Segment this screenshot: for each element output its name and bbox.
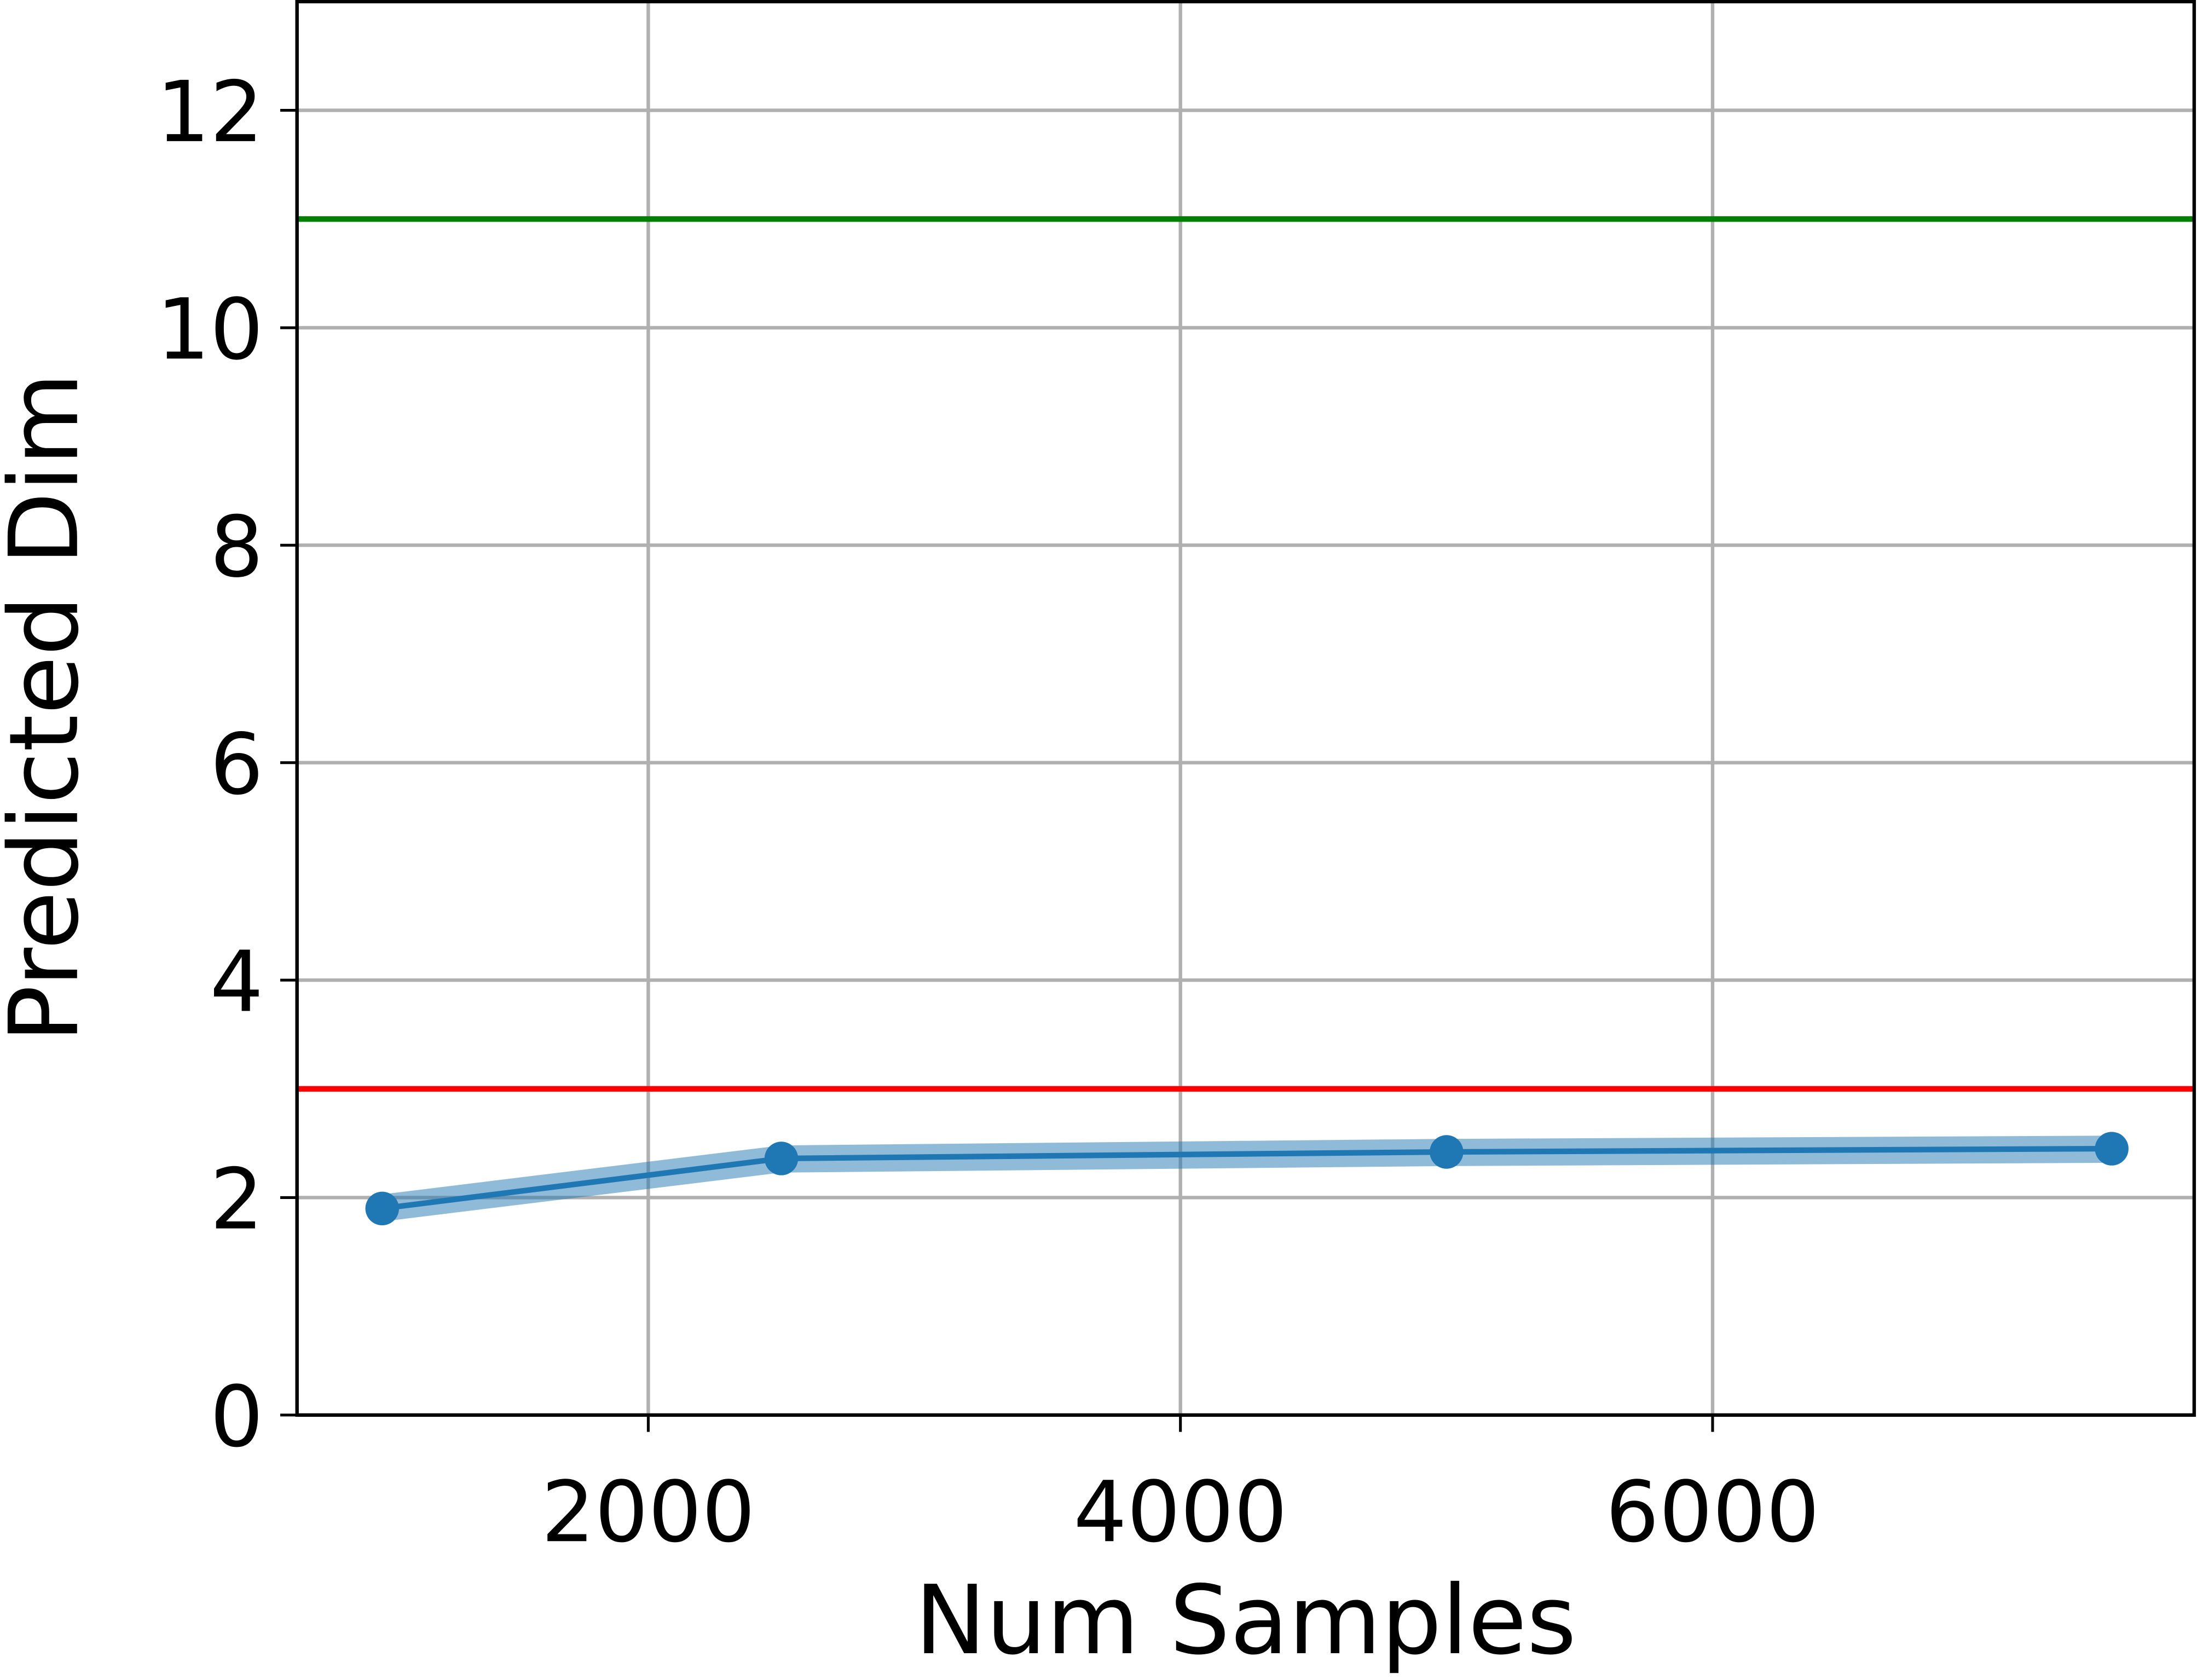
point [1430, 1135, 1464, 1169]
x-axis-label: Num Samples [915, 1565, 1576, 1676]
y-tick-label: 2 [210, 1151, 264, 1249]
y-axis-label: Predicted Dim [0, 373, 100, 1042]
y-tick-label: 12 [157, 63, 263, 161]
y-tick-label: 4 [210, 933, 264, 1031]
x-tick-label: 6000 [1606, 1463, 1820, 1561]
line [381, 1145, 2112, 1212]
y-tick-label: 8 [210, 499, 264, 596]
x-tick-label: 2000 [541, 1463, 755, 1561]
point [764, 1142, 799, 1175]
point [365, 1191, 399, 1226]
y-tick-label: 6 [210, 716, 264, 814]
point [2095, 1132, 2129, 1166]
y-tick-label: 0 [210, 1368, 264, 1466]
y-tick-label: 10 [157, 281, 263, 379]
plot-frame [295, 0, 2196, 1417]
x-tick-label: 4000 [1073, 1463, 1287, 1561]
